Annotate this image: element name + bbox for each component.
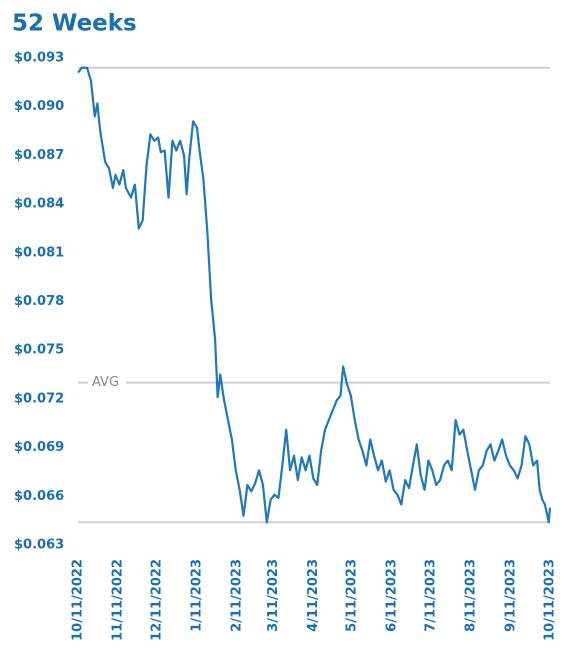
price-line bbox=[77, 66, 552, 524]
x-tick-label: 9/11/2023 bbox=[504, 559, 519, 632]
y-tick-label: $0.087 bbox=[14, 148, 64, 163]
x-tick-label: 4/11/2023 bbox=[306, 559, 321, 632]
x-tick-label: 3/11/2023 bbox=[266, 559, 281, 632]
x-tick-label: 2/11/2023 bbox=[230, 559, 245, 632]
label-background bbox=[88, 373, 126, 392]
y-tick-label: $0.066 bbox=[14, 489, 64, 504]
x-tick-label: 5/11/2023 bbox=[345, 559, 360, 632]
reference-label: AVG bbox=[92, 375, 119, 390]
x-tick-label: 11/11/2022 bbox=[111, 559, 126, 641]
y-tick-label: $0.063 bbox=[14, 538, 64, 553]
y-tick-label: $0.072 bbox=[14, 391, 64, 406]
x-tick-label: 12/11/2022 bbox=[149, 559, 164, 641]
chart-title: 52 Weeks bbox=[12, 11, 137, 37]
y-tick-label: $0.093 bbox=[14, 51, 64, 66]
x-tick-label: 8/11/2023 bbox=[464, 559, 479, 632]
x-tick-label: 7/11/2023 bbox=[424, 559, 439, 632]
y-tick-label: $0.081 bbox=[14, 245, 64, 260]
y-tick-label: $0.078 bbox=[14, 294, 64, 309]
y-tick-label: $0.084 bbox=[14, 197, 64, 212]
x-tick-label: 1/11/2023 bbox=[189, 559, 204, 632]
x-tick-label: 10/11/2022 bbox=[71, 559, 86, 641]
y-tick-label: $0.069 bbox=[14, 440, 64, 455]
x-tick-label: 6/11/2023 bbox=[385, 559, 400, 632]
y-tick-label: $0.075 bbox=[14, 343, 64, 358]
x-tick-label: 10/11/2023 bbox=[543, 559, 558, 641]
y-tick-label: $0.090 bbox=[14, 99, 64, 114]
